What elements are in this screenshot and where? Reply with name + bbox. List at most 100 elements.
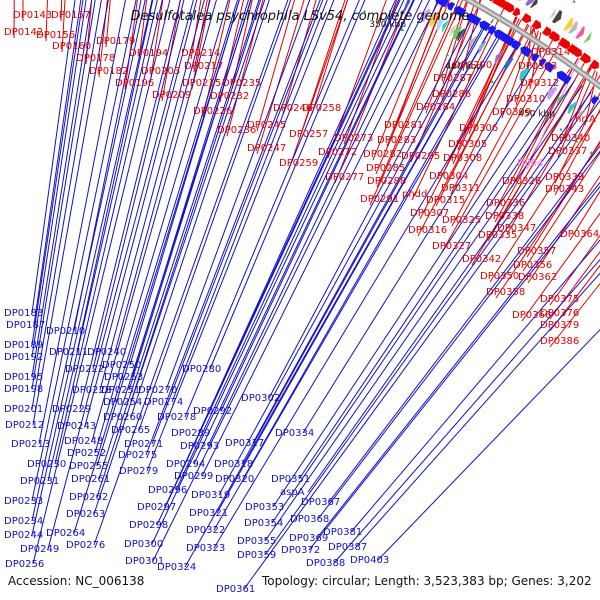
- forward-gene-label: DP0291: [360, 194, 399, 205]
- leader-line: [241, 22, 488, 465]
- reverse-gene-label: aspA: [280, 487, 305, 498]
- reverse-gene-label: DP0298: [129, 520, 168, 531]
- gene-function-mark: [563, 17, 574, 31]
- forward-gene-label: DP0194: [129, 48, 168, 59]
- leader-line: [73, 0, 238, 534]
- forward-gene-label: DP0214: [181, 48, 220, 59]
- leader-line: [333, 258, 600, 564]
- gene-reverse-mark: [488, 25, 497, 35]
- leader-line: [32, 0, 171, 565]
- reverse-gene-label: DP0213: [11, 439, 50, 450]
- forward-gene-label: DP0282: [363, 149, 402, 160]
- reverse-gene-label: DP0255: [69, 461, 108, 472]
- gene-forward-mark: [531, 19, 542, 30]
- leader-line: [184, 25, 493, 568]
- gene-function-mark: [525, 0, 535, 6]
- leader-line: [298, 0, 346, 141]
- leader-line: [328, 145, 600, 503]
- leader-line: [252, 21, 487, 444]
- forward-gene-label: DP0246: [273, 103, 312, 114]
- reverse-gene-label: DP0296: [148, 485, 187, 496]
- reverse-gene-label: DP0300: [124, 539, 163, 550]
- reverse-gene-label: DP0293: [180, 441, 219, 452]
- gene-function-mark: [546, 86, 558, 100]
- leader-line: [372, 0, 439, 161]
- forward-gene-label: DP0312: [520, 78, 559, 89]
- leader-line: [85, 0, 93, 65]
- reverse-gene-label: DP0372: [281, 545, 320, 556]
- leader-line: [386, 0, 446, 147]
- gene-function-mark: [530, 0, 539, 9]
- forward-gene-label: DP0277: [325, 172, 364, 183]
- leader-line: [271, 79, 576, 524]
- leader-line: [13, 0, 15, 39]
- forward-gene-label: DP0157: [51, 10, 90, 21]
- reverse-gene-label: DP0228: [72, 385, 111, 396]
- leader-line: [501, 27, 535, 119]
- gene-forward-mark: [589, 59, 599, 70]
- reverse-gene-label: DP0292: [193, 406, 232, 417]
- leader-line: [31, 0, 146, 522]
- leader-line: [130, 0, 270, 418]
- gene-function-mark: [494, 51, 504, 64]
- rna-mark: [466, 65, 471, 69]
- forward-gene-label: DP0286: [432, 89, 471, 100]
- rna-mark: [490, 80, 495, 84]
- leader-line: [375, 0, 451, 175]
- leader-line: [495, 57, 579, 210]
- rna-mark: [445, 52, 450, 56]
- reverse-gene-label: DP0230: [27, 459, 66, 470]
- leader-line: [355, 272, 600, 548]
- forward-gene-label: DP0273: [334, 133, 373, 144]
- gene-function-mark: [556, 93, 565, 106]
- leader-line: [569, 190, 600, 241]
- forward-gene-label: DP0316: [408, 225, 447, 236]
- leader-line: [151, 0, 324, 445]
- leader-line: [256, 0, 296, 132]
- gene-function-mark: [575, 26, 585, 39]
- gene-function-mark: [548, 7, 556, 20]
- forward-gene-label: DP0308: [443, 153, 482, 164]
- leader-line: [31, 0, 87, 358]
- reverse-gene-label: DP0276: [66, 540, 105, 551]
- gene-reverse-mark: [544, 62, 556, 73]
- reverse-gene-label: DP0248: [64, 436, 103, 447]
- leader-line: [220, 0, 415, 412]
- reverse-gene-label: DP0320: [215, 474, 254, 485]
- leader-line: [98, 0, 108, 78]
- reverse-gene-label: DP0183: [4, 308, 43, 319]
- leader-line: [521, 212, 600, 322]
- forward-gene-label: DP0339: [545, 172, 584, 183]
- reverse-gene-label: DP0294: [166, 459, 205, 470]
- leader-line: [184, 0, 360, 418]
- gene-forward-mark: [571, 46, 582, 58]
- forward-gene-label: DP0379: [540, 320, 579, 331]
- forward-gene-label: DP0247: [247, 143, 286, 154]
- leader-line: [79, 0, 182, 410]
- gene-function-mark: [469, 35, 478, 49]
- leader-line: [47, 0, 158, 482]
- forward-gene-label: DP0217: [184, 61, 223, 72]
- rna-mark: [574, 139, 579, 143]
- rna-mark: [379, 17, 383, 21]
- reverse-gene-label: DP0324: [157, 562, 196, 573]
- leader-line: [146, 0, 335, 472]
- reverse-gene-label: DP0387: [328, 542, 367, 553]
- leader-line: [38, 0, 126, 445]
- forward-gene-label: DP0236: [217, 125, 256, 136]
- gene-function-mark: [568, 21, 578, 34]
- forward-gene-label: DP0295: [401, 151, 440, 162]
- leader-line: [201, 0, 440, 477]
- gene-forward-mark: [512, 7, 521, 17]
- gene-function-mark: [567, 101, 578, 115]
- reverse-gene-label: DP0322: [186, 525, 225, 536]
- reverse-gene-label: DP0334: [275, 428, 314, 439]
- reverse-gene-label: DP0251: [101, 385, 140, 396]
- reverse-gene-label: DP0297: [137, 502, 176, 513]
- leader-line: [288, 0, 349, 170]
- reverse-gene-label: DP0249: [20, 544, 59, 555]
- leader-line: [156, 0, 401, 526]
- gene-function-mark: [429, 12, 439, 27]
- gene-forward-mark: [502, 1, 515, 13]
